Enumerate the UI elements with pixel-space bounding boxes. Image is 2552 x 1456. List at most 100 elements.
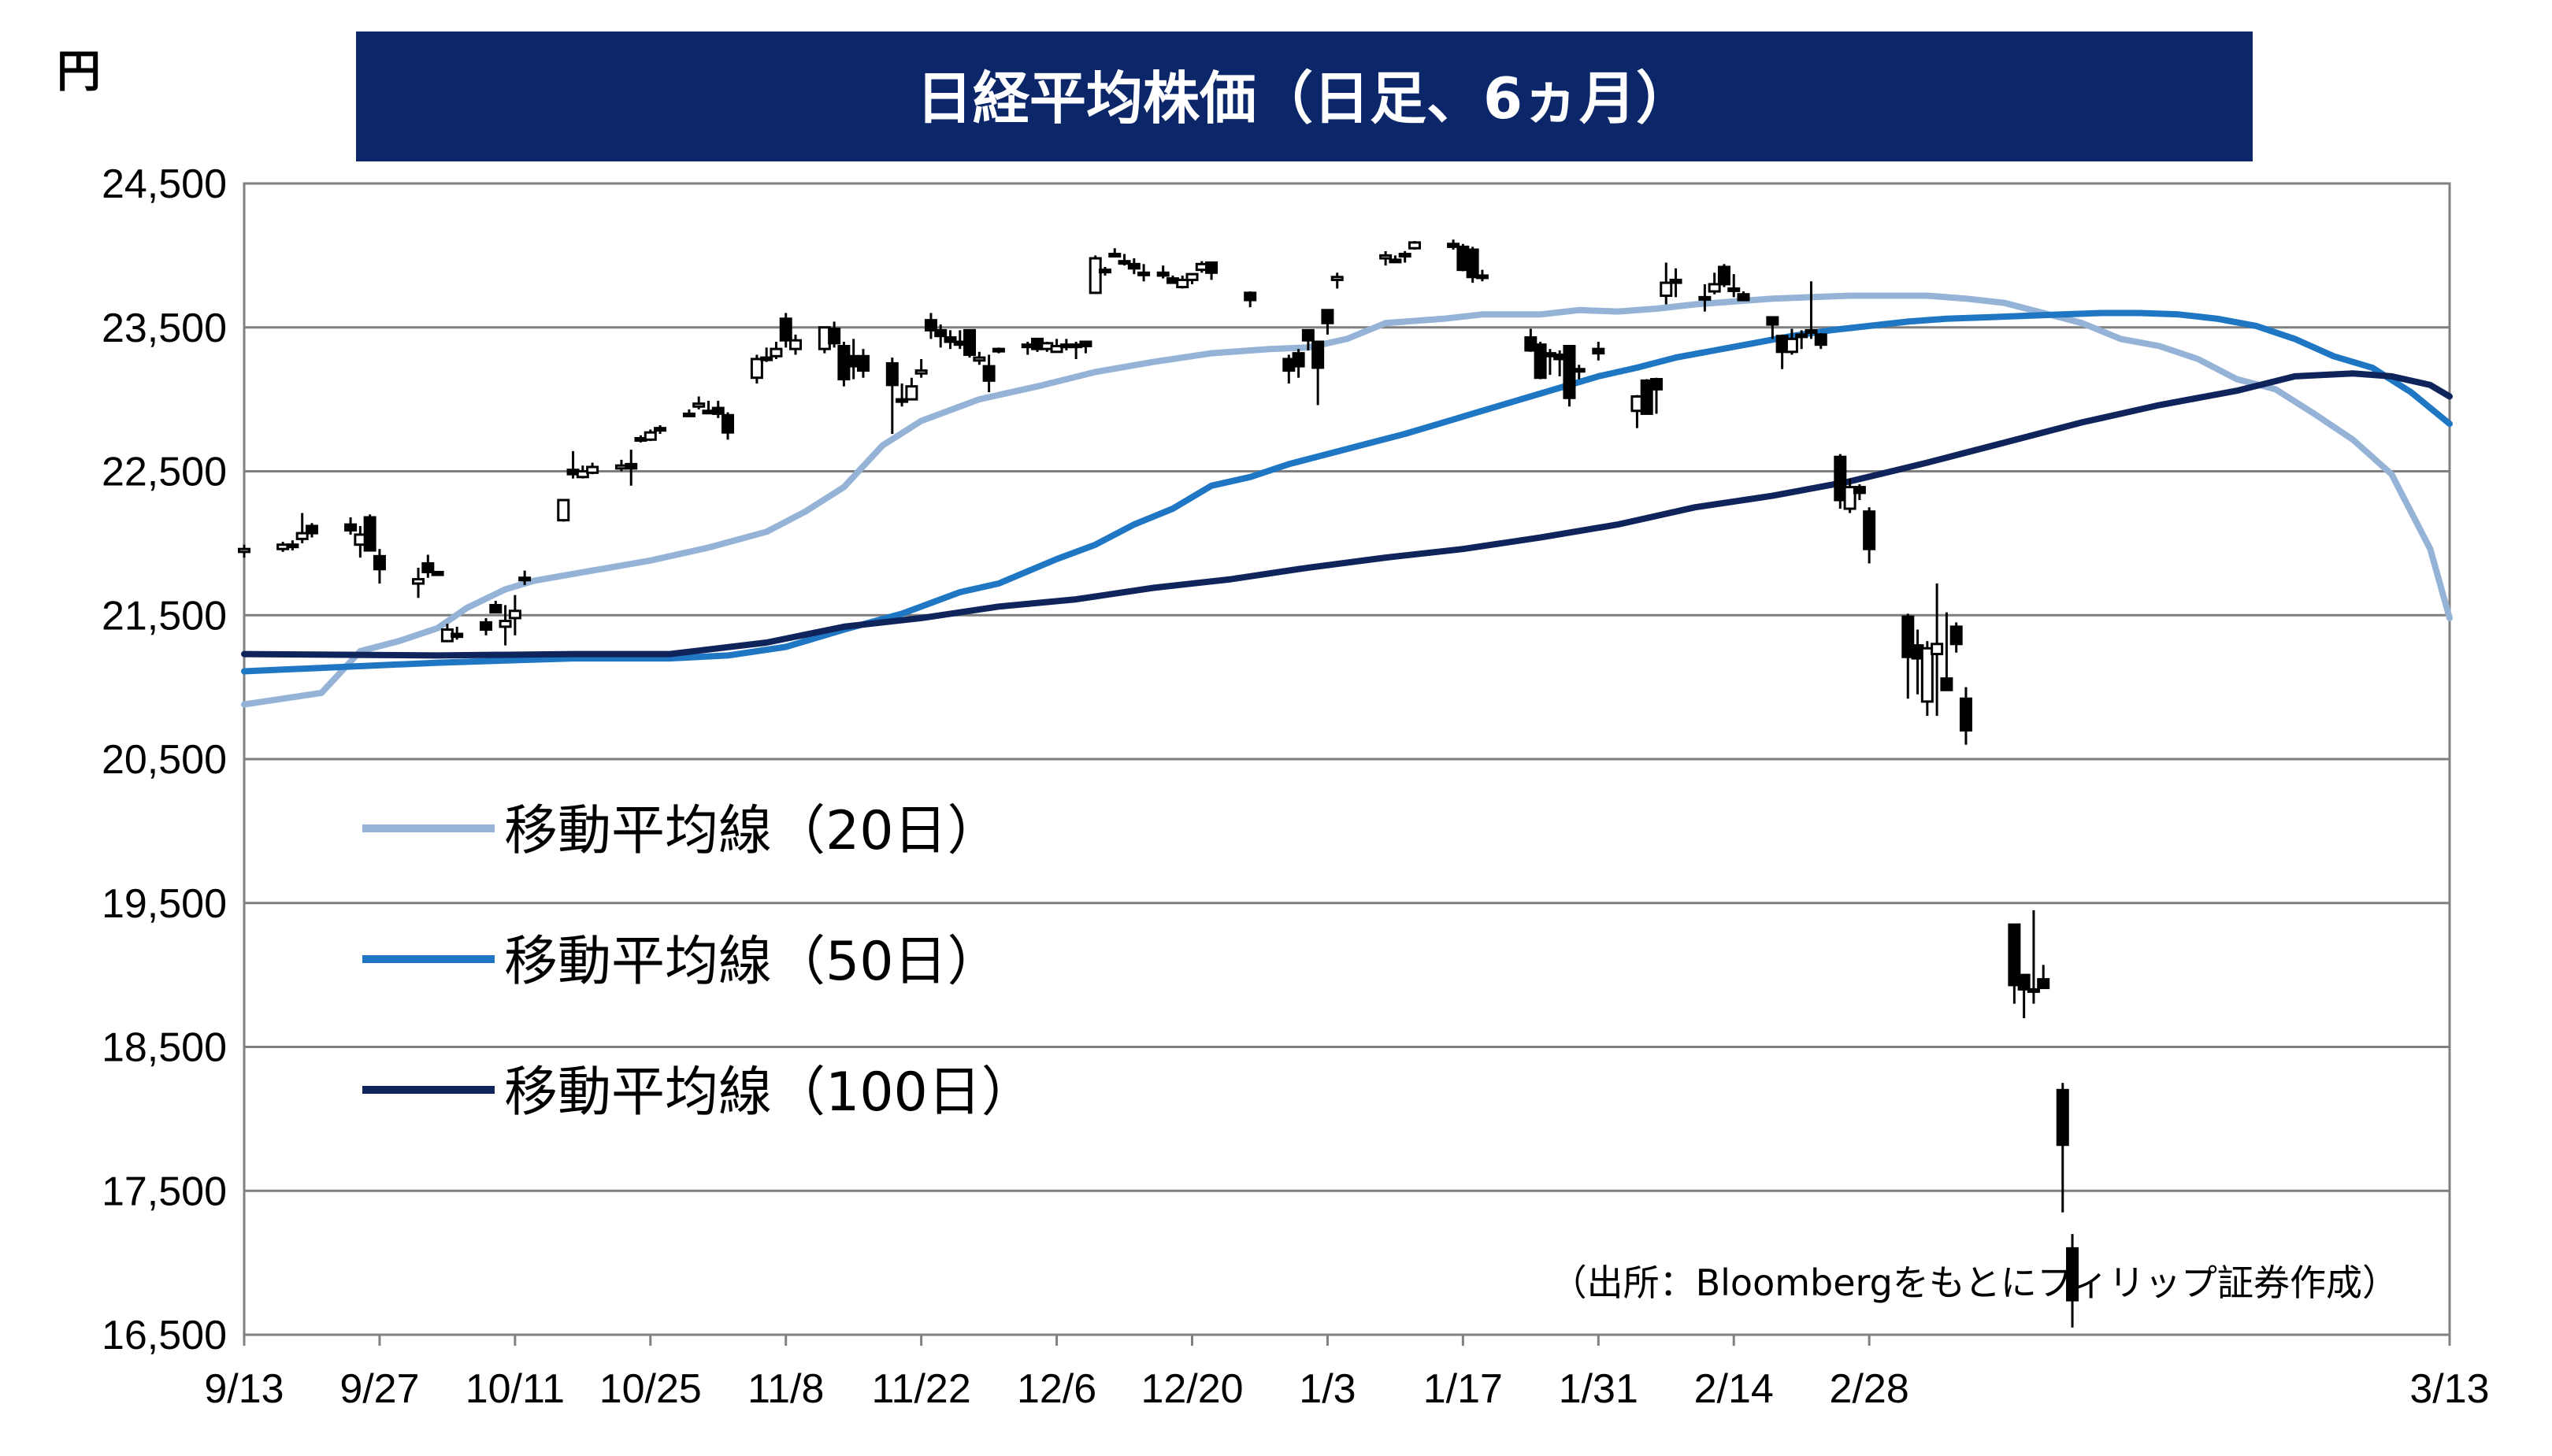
candle-body-down <box>963 328 977 356</box>
candle-body-down <box>1669 278 1682 284</box>
gridlines <box>244 182 2450 1336</box>
candle <box>644 429 657 442</box>
candle-body-down <box>885 361 899 387</box>
candle <box>1766 316 1779 339</box>
candle-body-down <box>992 347 1005 353</box>
candle-body-up <box>1398 253 1411 258</box>
candle <box>1475 269 1489 282</box>
candle-body-down <box>779 317 792 342</box>
legend-label-ma20: 移動平均線（20日） <box>504 800 1001 862</box>
candle <box>973 351 986 365</box>
candle-body-down <box>828 328 841 345</box>
candle <box>2056 1083 2069 1213</box>
candle <box>508 595 521 635</box>
candle-body-up <box>760 356 773 361</box>
candle-body-up <box>1330 276 1344 281</box>
x-tick-label: 2/14 <box>1694 1366 1774 1412</box>
ma100-line <box>241 370 2453 659</box>
candle-body-up <box>1137 271 1151 276</box>
candle-body-up <box>1931 643 1944 656</box>
candle <box>760 347 773 362</box>
candle <box>2027 910 2040 1004</box>
candle-body-down <box>1572 368 1586 373</box>
candle-body-down <box>489 603 503 614</box>
candle-body-up <box>905 385 918 401</box>
candle <box>1118 254 1131 266</box>
candle-body-down <box>1737 293 1750 302</box>
candle-body-down <box>1805 328 1818 334</box>
candle-body-up <box>973 356 986 362</box>
y-unit-label: 円 <box>57 46 101 98</box>
candle <box>421 554 435 578</box>
candle <box>721 412 735 440</box>
candle-body-down <box>1949 625 1963 646</box>
candle <box>295 513 309 543</box>
candle-body-down <box>1244 291 1257 302</box>
candle <box>1669 268 1682 298</box>
candle <box>654 425 667 434</box>
candle <box>354 525 367 558</box>
candle-body-up <box>1920 646 1934 703</box>
candle <box>828 321 841 348</box>
candle <box>779 313 792 348</box>
candle-body-up <box>1408 241 1421 250</box>
candle-body-up <box>1475 274 1489 280</box>
x-tick-label: 9/13 <box>204 1366 284 1412</box>
y-tick-label: 21,500 <box>102 593 227 639</box>
title-banner: 日経平均株価（日足、6ヵ月） <box>356 31 2253 161</box>
candle <box>1089 255 1102 295</box>
candle <box>1292 349 1305 378</box>
candle <box>914 358 928 378</box>
candle <box>711 400 725 418</box>
candle-body-down <box>1727 287 1741 292</box>
candle <box>1389 255 1402 264</box>
candle-body-down <box>480 621 493 632</box>
candle-body-down <box>1321 309 1334 324</box>
x-tick-label: 10/11 <box>466 1366 565 1412</box>
candle <box>1737 291 1750 302</box>
candle-body-down <box>934 328 948 338</box>
candle-body-up <box>557 498 570 522</box>
candle <box>1708 272 1721 295</box>
x-tick-label: 2/28 <box>1830 1366 1909 1412</box>
y-tick-label: 19,500 <box>102 881 227 927</box>
candle-body-down <box>1863 510 1876 550</box>
candle <box>2037 965 2050 990</box>
candle <box>692 396 706 409</box>
candle <box>1156 265 1170 279</box>
candle <box>1949 622 1963 653</box>
candle <box>1931 584 1944 717</box>
candle <box>305 523 318 538</box>
candle-body-down <box>2056 1088 2069 1147</box>
candle <box>789 334 802 355</box>
candle <box>982 354 996 392</box>
candle <box>440 624 454 643</box>
candle <box>1785 328 1798 355</box>
candle <box>1185 272 1199 284</box>
x-tick-label: 11/8 <box>747 1366 824 1412</box>
candle-body-up <box>1795 333 1808 339</box>
candle-body-down <box>924 319 937 332</box>
candle-body-down <box>363 516 376 552</box>
candle <box>1592 342 1605 361</box>
candle-body-down <box>1447 243 1460 248</box>
candle-body-up <box>295 532 309 540</box>
candle-body-up <box>412 578 425 585</box>
candle <box>576 465 589 479</box>
candle-body-down <box>1311 340 1325 369</box>
candle <box>963 328 977 358</box>
candle <box>896 383 909 407</box>
candle-body-down <box>1466 248 1479 279</box>
candlesticks <box>238 239 2079 1328</box>
candle-body-down <box>286 543 299 549</box>
candle <box>586 462 599 475</box>
candle-body-down <box>1079 340 1092 348</box>
candle-body-down <box>1717 265 1730 286</box>
candle <box>1901 613 1915 699</box>
candle <box>1050 339 1063 354</box>
x-tick-label: 1/17 <box>1423 1366 1503 1412</box>
candle <box>1940 612 1953 691</box>
x-tick-label: 3/13 <box>2409 1366 2489 1412</box>
candle <box>682 409 695 417</box>
candle <box>1108 248 1122 258</box>
